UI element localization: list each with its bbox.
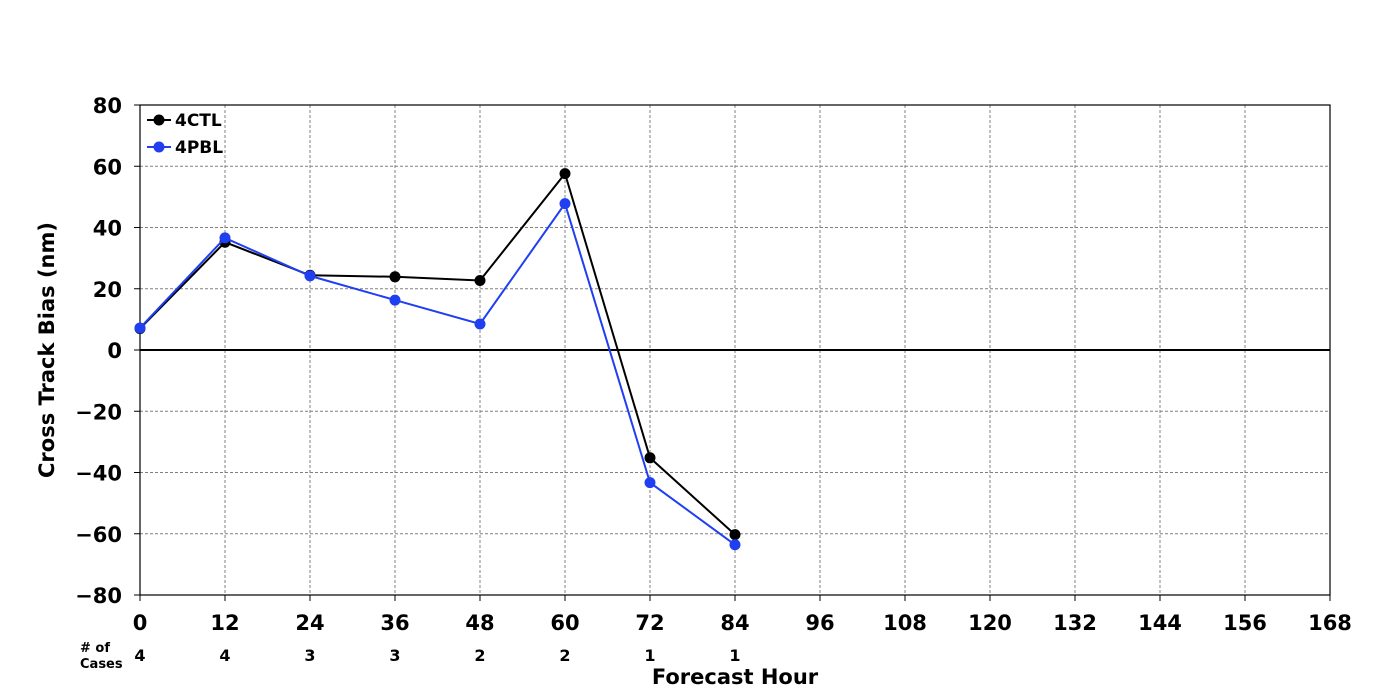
data-point: [389, 271, 401, 283]
y-tick-label: −80: [75, 584, 122, 608]
data-point: [559, 168, 571, 180]
x-tick-label: 12: [210, 611, 239, 635]
case-count: 1: [644, 646, 655, 665]
y-axis-title: Cross Track Bias (nm): [35, 222, 59, 478]
x-tick-label: 84: [720, 611, 749, 635]
x-tick-label: 0: [133, 611, 148, 635]
y-tick-label: −60: [75, 523, 122, 547]
case-count: 1: [729, 646, 740, 665]
data-point: [389, 294, 401, 306]
case-count: 2: [559, 646, 570, 665]
x-axis: 0 12 24 36 48 60 72 84 96 108 120 132 144 156 168: [133, 595, 1352, 635]
legend-marker: [153, 114, 165, 126]
cases-label-line2: Cases: [80, 657, 123, 672]
y-tick-label: −40: [75, 462, 122, 486]
data-point: [219, 232, 231, 244]
y-tick-label: 60: [93, 155, 122, 179]
y-tick-label: −20: [75, 400, 122, 424]
series-layer: [134, 168, 741, 551]
x-axis-title: Forecast Hour: [652, 665, 819, 689]
legend-marker: [153, 141, 165, 153]
x-tick-label: 72: [635, 611, 664, 635]
y-tick-label: 40: [93, 217, 122, 241]
x-tick-label: 108: [883, 611, 927, 635]
x-tick-label: 24: [295, 611, 324, 635]
legend-item-4PBL: 4PBL: [147, 138, 223, 158]
data-point: [644, 452, 656, 464]
x-tick-label: 36: [380, 611, 409, 635]
data-point: [644, 477, 656, 489]
data-point: [304, 270, 316, 282]
series-line: [139, 171, 736, 536]
data-point: [729, 529, 741, 541]
legend-label: 4PBL: [175, 138, 223, 158]
x-tick-label: 132: [1053, 611, 1097, 635]
y-axis: 80 60 40 20 0 −20 −40 −60 −80: [75, 94, 140, 608]
x-tick-label: 168: [1308, 611, 1352, 635]
x-tick-label: 120: [968, 611, 1012, 635]
case-counts: 4 4 3 3 2 2 1 1: [134, 646, 740, 665]
y-tick-label: 80: [93, 94, 122, 118]
cases-label-line1: # of: [80, 641, 110, 656]
legend-label: 4CTL: [175, 111, 222, 131]
y-tick-label: 20: [93, 278, 122, 302]
case-count: 4: [134, 646, 145, 665]
x-tick-label: 48: [465, 611, 494, 635]
data-point: [474, 274, 486, 286]
data-point: [559, 198, 571, 210]
x-tick-label: 156: [1223, 611, 1267, 635]
x-tick-label: 144: [1138, 611, 1182, 635]
series-line: [139, 201, 736, 546]
x-tick-label: 60: [550, 611, 579, 635]
x-tick-label: 96: [805, 611, 834, 635]
data-point: [729, 539, 741, 551]
case-count: 4: [219, 646, 230, 665]
case-count: 3: [389, 646, 400, 665]
data-point: [474, 318, 486, 330]
y-tick-label: 0: [107, 339, 122, 363]
case-count: 2: [474, 646, 485, 665]
series-4PBL: [134, 198, 741, 551]
legend: 4CTL 4PBL: [147, 111, 223, 158]
case-count: 3: [304, 646, 315, 665]
data-point: [134, 322, 146, 334]
legend-item-4CTL: 4CTL: [147, 111, 222, 131]
